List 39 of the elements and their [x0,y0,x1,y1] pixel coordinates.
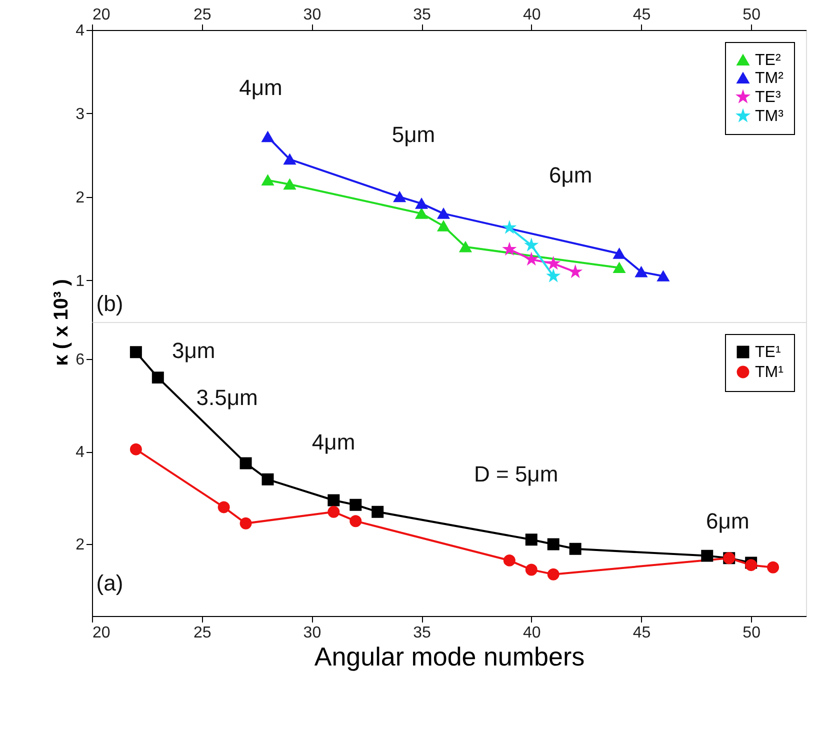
annotation: (a) [96,570,124,596]
legend-label: TM¹ [755,364,784,381]
legend-label: TM³ [755,108,784,125]
y-tick-label: 2 [76,189,85,206]
x-tick-label: 45 [632,624,651,642]
x-tick-label: 20 [92,6,110,24]
annotation: 4μm [239,75,282,100]
y-tick-label: 2 [76,536,85,554]
annotation: 3.5μm [196,385,258,410]
annotation: 4μm [312,429,356,454]
annotation: 6μm [706,508,750,534]
y-tick-label: 6 [76,352,85,369]
annotation: D = 5μm [474,462,558,487]
y-tick-label: 4 [76,22,85,40]
legend-label: TE³ [755,89,782,106]
x-tick-label: 40 [522,6,541,24]
legend-label: TM² [755,70,784,87]
y-tick-label: 1 [76,272,85,290]
x-tick-label: 50 [742,624,761,642]
y-tick-label: 3 [76,106,85,123]
y-tick-label: 4 [76,444,85,462]
y-axis-title: κ ( x 10³ ) [50,279,73,366]
annotation: 6μm [548,162,592,188]
x-tick-label: 35 [413,6,432,24]
annotation: 5μm [392,122,436,147]
annotation: (b) [96,291,124,316]
x-tick-label: 45 [632,6,651,24]
x-tick-label: 30 [303,6,322,24]
x-tick-label: 50 [742,6,761,24]
x-tick-label: 35 [413,624,432,642]
annotation: 3μm [172,338,216,364]
legend-label: TE¹ [755,344,781,361]
x-tick-label: 30 [303,624,322,642]
x-tick-label: 20 [92,624,110,642]
x-tick-label: 25 [193,6,212,24]
x-tick-label: 25 [193,624,212,642]
legend-label: TE² [755,52,782,69]
x-axis-title: Angular mode numbers [314,642,585,672]
x-tick-label: 40 [522,624,541,642]
